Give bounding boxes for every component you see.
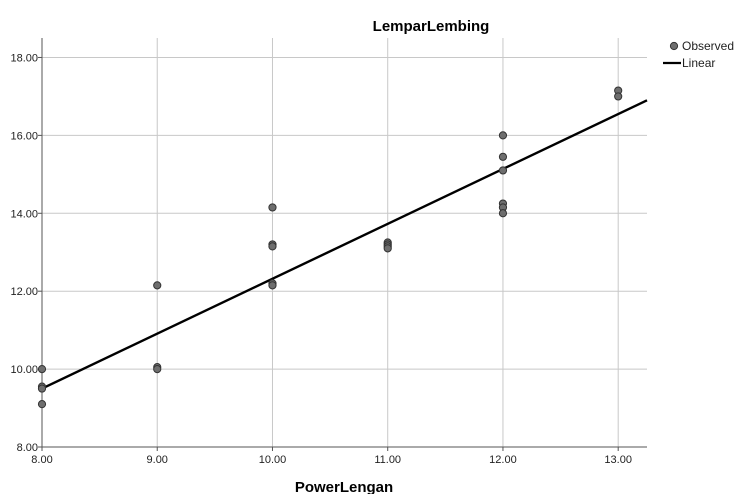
y-tick-label: 18.00 <box>10 52 38 64</box>
observed-point <box>498 209 508 218</box>
observed-point <box>498 166 508 175</box>
x-axis-title: PowerLengan <box>295 479 393 494</box>
fit-line-group <box>41 99 648 390</box>
observed-point <box>383 244 392 253</box>
x-tick-label: 9.00 <box>147 454 168 466</box>
y-tick-labels: 8.00 10.00 12.00 14.00 16.00 18.00 <box>10 52 42 454</box>
observed-point <box>268 203 277 212</box>
y-tick-label: 12.00 <box>10 286 38 298</box>
x-tick-label: 10.00 <box>259 454 287 466</box>
observed-point <box>498 152 508 161</box>
x-tick-label: 11.00 <box>374 454 401 466</box>
observed-points <box>37 86 623 409</box>
y-tick-label: 16.00 <box>10 130 38 142</box>
x-tick-label: 8.00 <box>31 454 52 466</box>
linear-fit-line <box>41 99 648 390</box>
y-tick-label: 14.00 <box>10 208 38 220</box>
x-tick-label: 13.00 <box>604 454 632 466</box>
observed-point <box>153 364 162 374</box>
observed-point <box>268 281 277 290</box>
chart-title: LemparLembing <box>373 18 490 35</box>
legend-observed-label: Observed <box>682 39 734 53</box>
observed-point <box>614 92 623 101</box>
y-tick-label: 8.00 <box>17 442 38 454</box>
observed-point <box>37 400 47 409</box>
x-tick-labels: 8.00 9.00 10.00 11.00 12.00 13.00 <box>31 447 632 466</box>
x-tick-label: 12.00 <box>489 454 517 466</box>
observed-point <box>37 384 47 393</box>
observed-point <box>37 364 47 374</box>
observed-point <box>153 281 162 290</box>
observed-point <box>268 242 277 251</box>
axes <box>41 38 647 448</box>
y-tick-label: 10.00 <box>10 364 38 376</box>
observed-point <box>498 131 508 140</box>
legend-observed-marker <box>669 41 679 51</box>
legend-linear-label: Linear <box>682 56 715 70</box>
legend: Observed Linear <box>663 39 734 70</box>
